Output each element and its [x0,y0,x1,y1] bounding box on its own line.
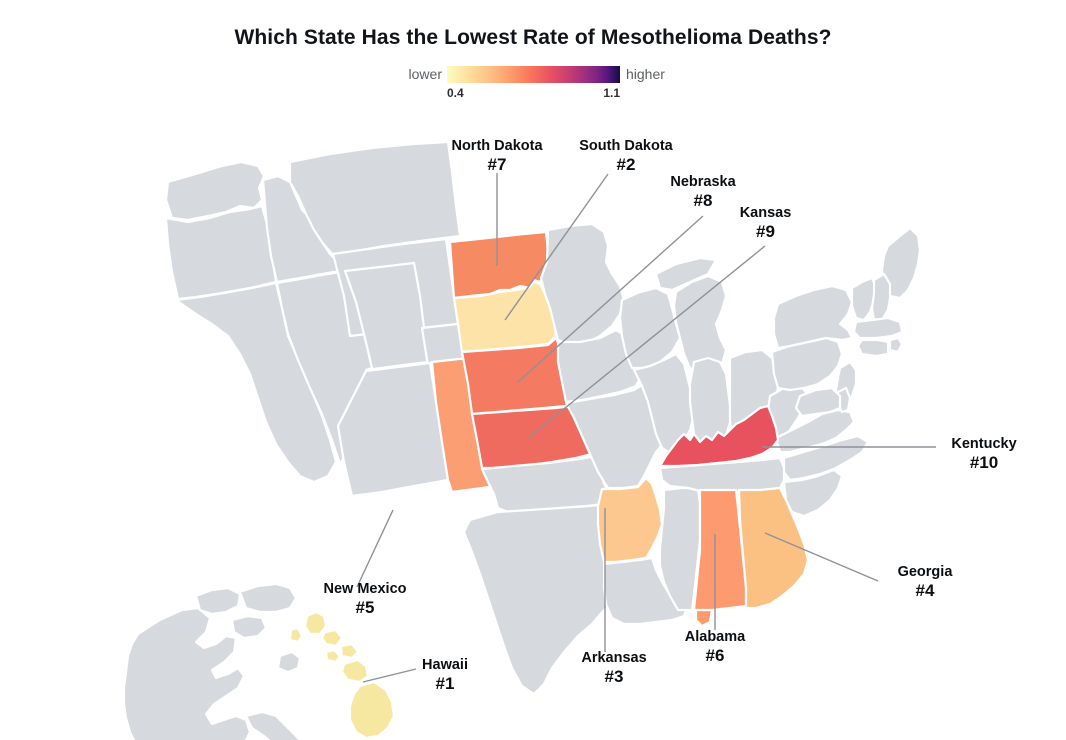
state-maine [880,226,922,300]
annotation-arkansas: Arkansas #3 [581,650,647,686]
leader-georgia [764,532,879,582]
state-virginia [774,408,856,454]
annotation-hawaii: Hawaii #1 [422,657,468,693]
state-rhode-island [888,336,904,354]
legend-low-label: lower [408,66,442,82]
state-alabama [692,488,748,628]
legend-high-label: higher [626,66,665,82]
leader-south-dakota [504,173,609,321]
state-connecticut [856,338,890,358]
state-georgia [737,486,810,610]
annotation-south-dakota: South Dakota #2 [579,138,673,174]
annotation-kansas: Kansas #9 [739,205,792,241]
state-missouri [564,382,670,490]
state-idaho [261,174,348,284]
leader-lines-layer [356,173,936,683]
color-legend: lower higher 0.4 1.1 [0,64,1066,104]
state-utah [343,261,430,372]
leader-kansas [527,245,766,439]
annotation-north-dakota: North Dakota #7 [451,138,543,174]
state-michigan [654,256,728,378]
state-arkansas [596,476,664,564]
leader-nebraska [517,215,704,383]
state-alaska [122,582,302,740]
legend-min-tick: 0.4 [447,86,464,100]
legend-max-tick: 1.1 [603,86,620,100]
state-indiana [688,356,732,446]
state-maryland [794,386,842,418]
annotation-georgia: Georgia #4 [897,564,953,600]
annotation-new-mexico: New Mexico #5 [323,581,407,617]
annotation-nebraska: Nebraska #8 [670,174,736,210]
state-minnesota [539,222,626,346]
leader-new-mexico [356,509,394,588]
state-massachusetts [852,316,904,340]
state-kentucky [658,404,780,468]
page-title: Which State Has the Lowest Rate of Mesot… [234,26,832,49]
state-washington [164,160,266,222]
state-wisconsin [618,286,682,370]
state-hawaii [288,610,396,740]
state-illinois [632,352,696,456]
state-arizona [336,361,450,498]
us-choropleth-map [122,140,936,740]
legend-gradient-bar [447,66,620,83]
state-oregon [164,204,278,301]
annotation-alabama: Alabama #6 [684,629,746,665]
map-states-layer [122,140,922,740]
state-new-hampshire [870,272,892,322]
annotation-kentucky: Kentucky #10 [951,436,1017,472]
state-new-york [772,284,854,350]
leader-hawaii [362,668,417,683]
